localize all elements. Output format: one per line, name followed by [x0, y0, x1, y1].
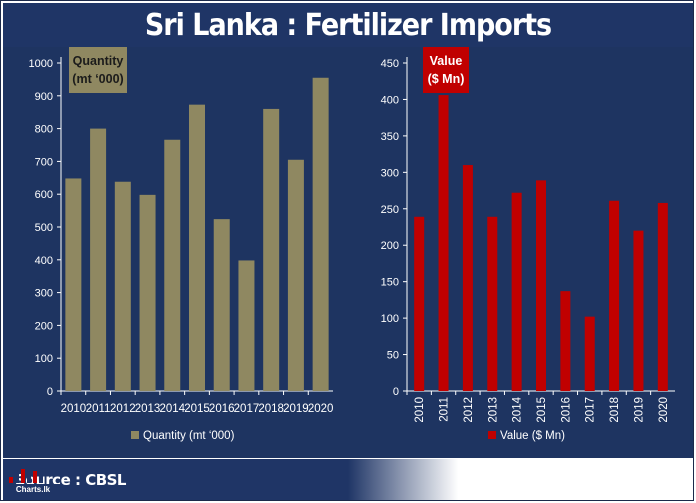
- x-tick-label: 2015: [184, 403, 210, 415]
- footer: Source : CBSL Charts.lk: [3, 459, 693, 500]
- chart-quantity: 0 100 200 300 400 500 600 700 800 900 1000 2010 2011…: [29, 47, 334, 442]
- x-tick-label: 2010: [414, 397, 426, 423]
- y-tick-label: 1000: [29, 58, 53, 70]
- bar: [287, 159, 304, 391]
- chart-value: 0 50 100 150 200 250 300 350 400 450 2010 2011 2012 2…: [381, 47, 675, 442]
- series-label-box: [69, 47, 127, 93]
- y-tick-label: 350: [381, 131, 399, 143]
- bar: [536, 180, 546, 391]
- series-label-line1: Quantity: [73, 54, 124, 68]
- x-tick-label: 2013: [135, 403, 161, 415]
- legend-label: Quantity (mt ‘000): [143, 430, 235, 442]
- x-tick-label: 2016: [560, 397, 572, 423]
- y-tick-label: 700: [35, 156, 53, 168]
- bar: [90, 128, 107, 391]
- y-tick-label: 100: [381, 313, 399, 325]
- x-tick-label: 2019: [633, 397, 645, 423]
- y-tick-label: 200: [381, 240, 399, 252]
- x-tick-label: 2012: [463, 397, 475, 423]
- bar: [189, 104, 205, 391]
- bar: [414, 216, 425, 391]
- chart-title: Sri Lanka : Fertilizer Imports: [144, 7, 552, 43]
- bar: [312, 77, 329, 391]
- series-label-line1: Value: [430, 54, 463, 68]
- x-tick-label: 2013: [487, 397, 499, 423]
- x-tick-label: 2017: [585, 397, 597, 423]
- y-tick-label: 300: [381, 167, 399, 179]
- legend-swatch: [488, 431, 496, 439]
- y-tick-label: 450: [381, 58, 399, 70]
- title-bar: Sri Lanka : Fertilizer Imports: [3, 3, 693, 47]
- bar: [213, 219, 230, 391]
- logo-text: Charts.lk: [16, 485, 51, 494]
- y-tick-label: 300: [35, 288, 53, 300]
- bar: [657, 202, 668, 391]
- legend-swatch: [131, 431, 139, 439]
- bar: [263, 108, 280, 392]
- x-tick-label: 2011: [439, 397, 451, 422]
- charts-panel: 0 100 200 300 400 500 600 700 800 900 1000 2010 2011…: [3, 47, 693, 458]
- series-label-box: [423, 47, 469, 93]
- bar: [164, 139, 181, 391]
- x-tick-label: 2014: [159, 403, 185, 415]
- y-tick-label: 600: [35, 189, 53, 201]
- y-tick-label: 150: [381, 277, 399, 289]
- x-tick-label: 2020: [308, 403, 334, 415]
- bar: [487, 216, 498, 391]
- bar: [114, 181, 131, 391]
- y-tick-label: 400: [381, 94, 399, 106]
- bar: [238, 260, 255, 391]
- bar: [560, 291, 571, 391]
- y-tick-label: 0: [47, 386, 53, 398]
- y-tick-label: 500: [35, 222, 53, 234]
- x-tick-label: 2018: [258, 403, 284, 415]
- bar: [438, 95, 449, 391]
- x-tick-label: 2018: [609, 397, 621, 423]
- series-label-line2: ($ Mn): [428, 72, 465, 86]
- y-tick-label: 800: [35, 124, 53, 136]
- bar: [609, 200, 620, 391]
- x-tick-label: 2019: [283, 403, 309, 415]
- legend-label: Value ($ Mn): [500, 430, 565, 442]
- y-tick-label: 100: [35, 353, 53, 365]
- bar: [511, 192, 522, 391]
- series-label-line2: (mt ‘000): [72, 72, 123, 86]
- y-tick-label: 0: [393, 386, 399, 398]
- bar: [584, 316, 595, 391]
- bar: [139, 194, 156, 391]
- bar: [462, 165, 473, 391]
- y-tick-label: 250: [381, 204, 399, 216]
- x-tick-label: 2012: [110, 403, 136, 415]
- y-tick-label: 50: [387, 350, 399, 362]
- x-tick-label: 2015: [536, 397, 548, 423]
- x-tick-label: 2010: [61, 403, 87, 415]
- x-tick-label: 2020: [658, 397, 670, 423]
- x-tick-label: 2014: [512, 396, 524, 422]
- charts-lk-logo: Charts.lk: [5, 467, 61, 494]
- x-tick-label: 2016: [209, 403, 235, 415]
- y-tick-label: 400: [35, 255, 53, 267]
- x-tick-label: 2011: [86, 403, 111, 415]
- bar: [65, 178, 82, 391]
- x-tick-label: 2017: [234, 403, 260, 415]
- y-tick-label: 900: [35, 91, 53, 103]
- bar: [633, 230, 644, 391]
- y-tick-label: 200: [35, 320, 53, 332]
